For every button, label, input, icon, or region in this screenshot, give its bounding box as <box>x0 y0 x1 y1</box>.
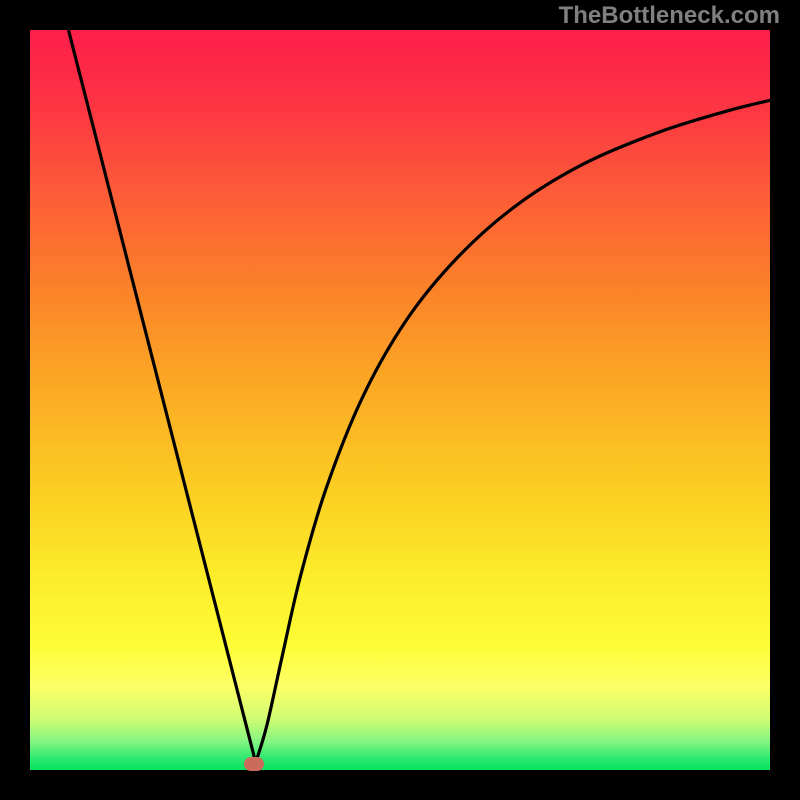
curve-layer <box>0 0 800 800</box>
watermark-text: TheBottleneck.com <box>559 2 780 30</box>
chart-container: TheBottleneck.com <box>0 0 800 800</box>
minimum-marker <box>244 757 264 771</box>
bottleneck-curve <box>68 30 770 763</box>
